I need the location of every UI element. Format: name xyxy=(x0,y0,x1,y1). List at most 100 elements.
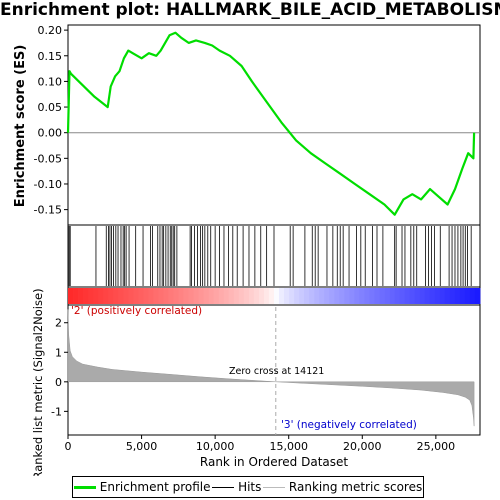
heatbar-cell xyxy=(409,288,416,304)
heatbar-cell xyxy=(203,288,210,304)
x-tick-label: 20,000 xyxy=(343,440,382,453)
heatbar-cell xyxy=(93,288,99,304)
heatbar-cell xyxy=(113,288,119,304)
es-y-tick-label: -0.15 xyxy=(34,204,62,217)
heatbar-cell xyxy=(193,288,200,304)
legend-item-hits: Hits xyxy=(212,480,261,494)
legend-hits-swatch xyxy=(212,486,235,488)
heatbar-cell xyxy=(444,288,451,304)
x-tick-label: 0 xyxy=(65,440,72,453)
heatbar-cell xyxy=(118,288,124,304)
heatbar-cell xyxy=(419,288,426,304)
es-y-tick-label: 0.20 xyxy=(38,24,63,37)
heatbar-cell xyxy=(294,288,300,304)
heatbar-cell xyxy=(253,288,260,304)
heatbar-cell xyxy=(374,288,380,304)
heatbar-cell xyxy=(158,288,164,304)
legend-profile-label: Enrichment profile xyxy=(99,480,211,494)
metric-y-label: Ranked list metric (Signal2Noise) xyxy=(31,288,45,476)
heatbar-cell xyxy=(434,288,441,304)
es-y-tick-label: 0.05 xyxy=(38,101,63,114)
heatbar-cell xyxy=(153,288,159,304)
heatbar-cell xyxy=(88,288,94,304)
heatbar-cell xyxy=(404,288,411,304)
heatbar-cell xyxy=(464,288,471,304)
heatbar-cell xyxy=(339,288,345,304)
heatbar-cell xyxy=(238,288,245,304)
heatbar-cell xyxy=(103,288,109,304)
heatbar-cell xyxy=(279,288,285,304)
heatbar-cell xyxy=(223,288,230,304)
heatbar-cell xyxy=(334,288,340,304)
metric-y-tick-label: 1 xyxy=(55,346,62,359)
es-y-tick-label: 0.00 xyxy=(38,127,63,140)
x-tick-label: 10,000 xyxy=(196,440,235,453)
x-axis: 0 5,000 10,000 15,000 20,000 25,000 xyxy=(65,435,456,453)
heatbar-cell xyxy=(304,288,310,304)
legend-hits-label: Hits xyxy=(238,480,262,494)
positive-label: '2' (positively correlated) xyxy=(71,305,202,317)
es-y-tick-label: 0.15 xyxy=(38,50,63,63)
heatbar-cell xyxy=(98,288,104,304)
legend-metric-swatch xyxy=(262,486,285,488)
heatbar-cell xyxy=(123,288,129,304)
heatbar-cell xyxy=(399,288,406,304)
metric-y-axis: 2 1 0 -1 xyxy=(51,317,68,418)
heatbar-cell xyxy=(349,288,355,304)
heatbar-cell xyxy=(454,288,461,304)
heatbar-cell xyxy=(208,288,215,304)
heatbar-cell xyxy=(274,288,280,304)
heatbar-cell xyxy=(424,288,431,304)
heatbar-cell xyxy=(218,288,225,304)
heatbar-cell xyxy=(183,288,189,304)
heatbar-cell xyxy=(354,288,360,304)
heatbar-cell xyxy=(108,288,114,304)
heatbar-cell xyxy=(309,288,315,304)
heatbar-cell xyxy=(449,288,456,304)
heatbar-cell xyxy=(379,288,385,304)
heatbar-cell xyxy=(319,288,325,304)
heatbar-cell xyxy=(384,288,390,304)
heatbar-cell xyxy=(73,288,79,304)
metric-y-tick-label: 0 xyxy=(55,376,62,389)
heatbar-cell xyxy=(429,288,436,304)
es-y-label: Enrichment score (ES) xyxy=(13,45,28,208)
legend-metric-label: Ranking metric scores xyxy=(288,480,423,494)
enrichment-profile-line xyxy=(66,31,476,216)
heatbar-cell xyxy=(394,288,401,304)
heatbar-cell xyxy=(248,288,255,304)
heatbar-cell xyxy=(188,288,195,304)
heatbar-cell xyxy=(289,288,295,304)
x-tick-label: 25,000 xyxy=(417,440,456,453)
x-tick-label: 15,000 xyxy=(269,440,308,453)
heatbar-cell xyxy=(198,288,205,304)
es-plot xyxy=(66,31,480,216)
heatbar-cell xyxy=(173,288,179,304)
heatbar-cell xyxy=(143,288,149,304)
heatbar-cell xyxy=(344,288,350,304)
heatbar-cell xyxy=(243,288,250,304)
heatbar-cell xyxy=(359,288,365,304)
heatbar-cell xyxy=(474,288,481,304)
zero-cross-label: Zero cross at 14121 xyxy=(229,366,324,377)
es-y-tick-label: 0.10 xyxy=(38,75,63,88)
heatbar-cell xyxy=(133,288,139,304)
heatbar-cell xyxy=(263,288,270,304)
metric-y-tick-label: 2 xyxy=(55,317,62,330)
heatbar-cell xyxy=(284,288,290,304)
heatbar-cell xyxy=(299,288,305,304)
legend: Enrichment profile Hits Ranking metric s… xyxy=(72,476,424,498)
metric-y-tick-label: -1 xyxy=(51,405,62,418)
heatbar-cell xyxy=(138,288,144,304)
es-y-tick-label: -0.05 xyxy=(34,152,62,165)
heatbar-cell xyxy=(268,288,275,304)
heatbar-cell xyxy=(314,288,320,304)
metric-plot xyxy=(67,307,475,435)
legend-item-profile: Enrichment profile xyxy=(73,480,211,494)
heatbar-cell xyxy=(369,288,375,304)
x-tick-label: 5,000 xyxy=(126,440,158,453)
heatbar-cell xyxy=(128,288,134,304)
heatbar-cell xyxy=(324,288,330,304)
chart-title: Enrichment plot: HALLMARK_BILE_ACID_META… xyxy=(0,0,500,20)
heatbar-cell xyxy=(233,288,240,304)
